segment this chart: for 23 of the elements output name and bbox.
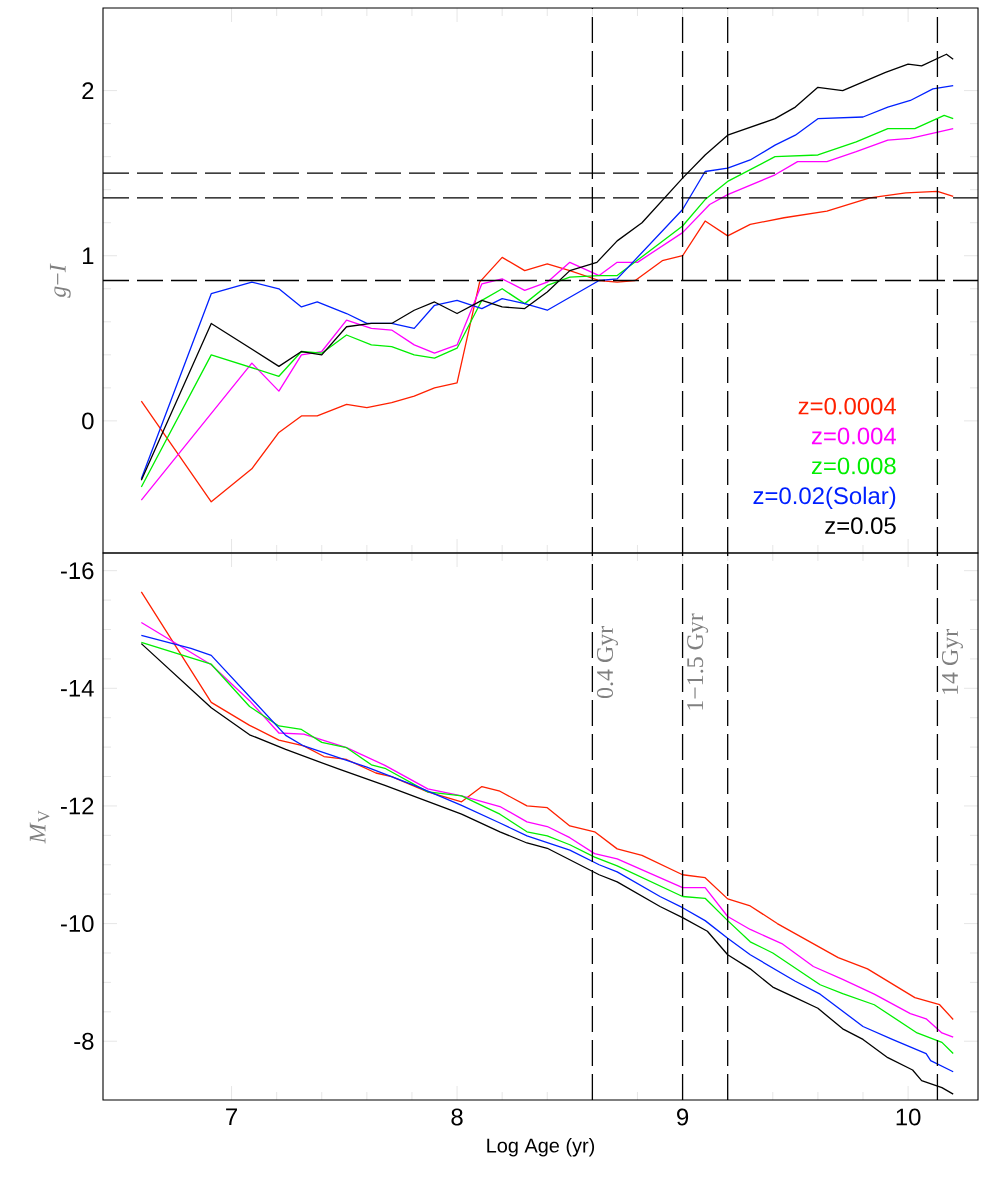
x-tick-label: 8 <box>451 1108 463 1126</box>
x-tick-label: 9 <box>677 1108 689 1126</box>
ref-line-label: 0.4 Gyr <box>596 626 618 699</box>
y-tick-label: -8 <box>74 1032 94 1050</box>
text: z=0.004 <box>811 427 896 445</box>
y-axis-title: M$_{V}$ <box>29 810 50 844</box>
y-axis-title: g−I <box>49 263 71 298</box>
text: z=0.008 <box>811 457 896 475</box>
y-tick-label: -10 <box>60 915 94 933</box>
text: z=0.02(Solar) <box>753 486 896 509</box>
x-axis-title: Log Age (yr) <box>487 1137 595 1157</box>
y-tick-label: 2 <box>82 82 94 99</box>
y-tick-label: -14 <box>60 680 94 697</box>
y-tick-label: 0 <box>82 412 94 430</box>
y-tick-label: -12 <box>60 797 94 815</box>
x-tick-label: 7 <box>226 1108 237 1125</box>
y-tick-label: 1 <box>83 247 94 264</box>
ref-line-label: 14 Gyr <box>941 629 963 694</box>
x-tick-label: 10 <box>896 1108 921 1126</box>
y-tick-label: -16 <box>60 562 94 580</box>
ref-line-label: 1−1.5 Gyr <box>687 613 709 710</box>
text: z=0.05 <box>825 517 896 535</box>
text: z=0.0004 <box>798 397 896 415</box>
